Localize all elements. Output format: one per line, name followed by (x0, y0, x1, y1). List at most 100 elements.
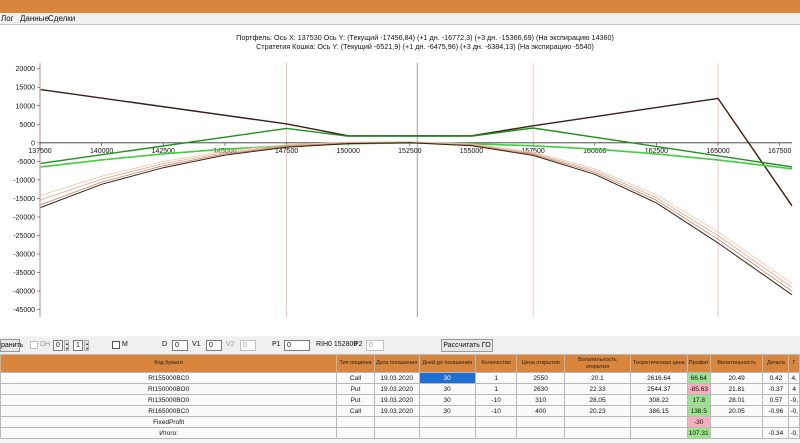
table-row[interactable]: RI165000BC0 Call 19.03.2020 30 -10 400 2… (0, 405, 800, 417)
cell-days-to-expiry[interactable]: 30 (418, 394, 476, 406)
apply-button[interactable]: ранить (0, 339, 23, 352)
cell-code[interactable]: RI165000BC0 (0, 405, 338, 417)
col-header-gamma[interactable]: Г (788, 354, 800, 373)
cell-open-price[interactable]: 400 (516, 405, 565, 417)
x-tick-label: 167500 (768, 148, 791, 155)
series-line (40, 141, 793, 284)
cell-expiry-date[interactable]: 19.03.2020 (373, 372, 420, 384)
col-header-open-price[interactable]: Цена открытия (516, 354, 565, 373)
cell-gamma[interactable]: -9, (788, 394, 800, 406)
col-header-option-type[interactable]: Тип опциона (336, 354, 375, 373)
cell-theoretical-price[interactable]: 308.22 (630, 394, 688, 406)
cell-delta[interactable]: 0.57 (762, 394, 790, 406)
cell-option-type[interactable]: Call (336, 372, 375, 384)
col-header-open-volatility[interactable]: Волатильность открытия (563, 354, 632, 373)
dh-field-2[interactable]: 1 (73, 340, 83, 351)
cell-option-type[interactable]: Put (336, 394, 375, 406)
cell-code[interactable]: RI150000BO0 (0, 383, 338, 395)
table-row[interactable]: RI135000BO0 Put 19.03.2020 30 -10 310 28… (0, 394, 800, 406)
v1-label: V1 (192, 341, 201, 348)
cell-open-price[interactable]: 2550 (516, 372, 565, 384)
col-header-volatility[interactable]: Волатильность (709, 354, 764, 373)
x-tick-label: 165000 (706, 148, 729, 155)
cell-theoretical-price[interactable]: 386.15 (630, 405, 688, 417)
cell-gamma[interactable]: -0, (788, 405, 800, 417)
calculate-margin-button[interactable]: Рассчитать ГО (441, 339, 493, 352)
fixed-profit-row[interactable]: FixedProfit -30 (0, 416, 800, 428)
cell-profit[interactable]: 138.5 (686, 405, 711, 417)
cell-profit[interactable]: 17.8 (686, 394, 711, 406)
fixed-profit-value[interactable]: -30 (686, 416, 711, 428)
tab-deals[interactable]: Сделки (48, 14, 76, 23)
cell-option-type[interactable]: Call (336, 405, 375, 417)
cell-days-to-expiry[interactable]: 30 (418, 383, 476, 395)
cell-days-to-expiry[interactable]: 30 (418, 372, 476, 384)
cell-days-to-expiry[interactable]: 30 (418, 405, 476, 417)
tab-data[interactable]: Данные (20, 14, 49, 23)
dh-spin-2[interactable]: ▲ ▼ (84, 340, 89, 351)
total-profit-value: 107.31 (686, 427, 711, 439)
cell-expiry-date[interactable]: 19.03.2020 (373, 394, 420, 406)
col-header-code[interactable]: Код бумаги (0, 354, 338, 373)
col-header-theoretical-price[interactable]: Теоретическая цена (630, 354, 688, 373)
chart-title-strategy: Стратегия Кошка: Ось Y: (Текущий -6521,9… (256, 42, 594, 51)
table-row[interactable]: RI150000BO0 Put 19.03.2020 30 1 2630 22.… (0, 383, 800, 395)
col-header-delta[interactable]: Дельта (762, 354, 790, 373)
cell-expiry-date[interactable]: 19.03.2020 (373, 405, 420, 417)
cell-volatility[interactable]: 20.05 (709, 405, 764, 417)
col-header-expiry-date[interactable]: Дата погашения (373, 354, 420, 373)
cell-delta[interactable]: -0.37 (762, 383, 790, 395)
cell-delta[interactable]: -0.96 (762, 405, 790, 417)
cell-delta[interactable]: 0.42 (762, 372, 790, 384)
cell-volatility[interactable]: 28.01 (709, 394, 764, 406)
table-row[interactable]: RI155000BC0 Call 19.03.2020 30 1 2550 20… (0, 372, 800, 384)
cell-code[interactable]: RI135000BO0 (0, 394, 338, 406)
col-header-profit[interactable]: Профит (686, 354, 711, 373)
cell-code[interactable]: RI155000BC0 (0, 372, 338, 384)
cell-quantity[interactable]: 1 (474, 383, 518, 395)
cell-profit[interactable]: -85.63 (686, 383, 711, 395)
y-tick-label: -35000 (13, 270, 35, 277)
cell-volatility[interactable]: 20.49 (709, 372, 764, 384)
col-header-days-to-expiry[interactable]: Дней до погашения (418, 354, 476, 373)
cell-quantity[interactable]: -10 (474, 394, 518, 406)
cell-quantity[interactable]: 1 (474, 372, 518, 384)
positions-table: Код бумаги Тип опциона Дата погашения Дн… (0, 354, 800, 439)
cell-expiry-date[interactable]: 19.03.2020 (373, 383, 420, 395)
ticker-price-info: RIH0 152800 (316, 341, 358, 348)
cell-open-volatility[interactable]: 28.05 (563, 394, 632, 406)
cell-volatility[interactable]: 21.81 (709, 383, 764, 395)
y-tick-label: 5000 (19, 122, 35, 129)
cell-open-volatility[interactable]: 22.33 (563, 383, 632, 395)
y-tick-label: -45000 (13, 307, 35, 314)
cell-open-volatility[interactable]: 20.23 (563, 405, 632, 417)
x-tick-label: 160000 (583, 148, 606, 155)
payoff-chart[interactable]: Портфель: Ось X: 137530 Ось Y: (Текущий … (0, 25, 800, 336)
x-tick-label: 147500 (275, 148, 298, 155)
dh-spin-1[interactable]: ▲ ▼ (64, 340, 69, 351)
cell-open-volatility[interactable]: 20.1 (563, 372, 632, 384)
v1-field[interactable]: 0 (206, 340, 222, 351)
p2-field[interactable]: 0 (366, 340, 384, 351)
cell-gamma[interactable]: 4, (788, 372, 800, 384)
cell-theoretical-price[interactable]: 2544.37 (630, 383, 688, 395)
d-field[interactable]: 0 (172, 340, 188, 351)
cell-profit[interactable]: 66.64 (686, 372, 711, 384)
cell-quantity[interactable]: -10 (474, 405, 518, 417)
cell-open-price[interactable]: 310 (516, 394, 565, 406)
m-checkbox[interactable] (112, 341, 120, 349)
cell-theoretical-price[interactable]: 2616.64 (630, 372, 688, 384)
x-tick-label: 155000 (460, 148, 483, 155)
dh-field-1[interactable]: 0 (53, 340, 63, 351)
fixed-profit-label: FixedProfit (0, 416, 338, 428)
col-header-quantity[interactable]: Количество (474, 354, 518, 373)
p1-field[interactable]: 0 (284, 340, 310, 351)
cell-option-type[interactable]: Put (336, 383, 375, 395)
y-tick-label: -20000 (13, 214, 35, 221)
dh-checkbox[interactable] (30, 341, 38, 349)
cell-gamma[interactable]: 4 (788, 383, 800, 395)
v2-field[interactable]: 0 (240, 340, 256, 351)
tab-log[interactable]: Лог (1, 14, 14, 23)
cell-open-price[interactable]: 2630 (516, 383, 565, 395)
